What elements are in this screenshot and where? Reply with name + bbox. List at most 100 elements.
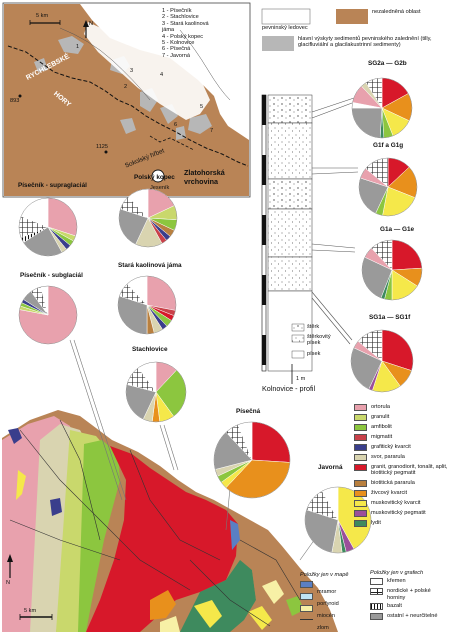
inset-list-item: 2 - Stachlovice	[162, 14, 199, 21]
sediment-patch	[34, 58, 48, 72]
pie-title-g1f: G1f a G1g	[373, 142, 404, 149]
legend-ice-swatch	[261, 8, 311, 25]
profile-legend-sterkovity: štěrkovitý	[307, 334, 331, 340]
legend-swatch	[354, 490, 367, 498]
legend-swatch	[300, 593, 313, 601]
legend-item-granulit: granulit	[354, 414, 448, 421]
pie-g1a	[361, 239, 423, 301]
inset-list-item: jáma	[162, 27, 175, 34]
pie-p_supra	[18, 197, 78, 257]
pie-slice-ostatni	[351, 107, 383, 139]
legend-swatch	[370, 603, 383, 611]
legend-label: zlom	[317, 625, 329, 632]
legend-label: granulit	[371, 414, 390, 420]
legend-item-muskoviticky_kvarcit: muskovitický kvarcit	[354, 500, 448, 508]
inset-number-3: 3	[130, 68, 134, 74]
inset-scale-label: 5 km	[36, 13, 49, 19]
legend-swatch	[370, 588, 383, 596]
legend-label: ortorula	[371, 404, 390, 410]
map-legend-item-miocen: miocén	[300, 604, 368, 619]
pie-title-sg2: SG2a — G2b	[368, 60, 407, 67]
legend-swatch	[300, 605, 313, 613]
profile-title: Kolnovice - profil	[262, 384, 316, 393]
sediment-patch	[120, 118, 136, 134]
legend-swatch	[300, 619, 313, 621]
inset-list-item: 3 - Stará kaolinová	[162, 20, 209, 27]
profile-legend-pisek1: písek	[307, 340, 321, 346]
inset-list-item: 6 - Písečná	[162, 46, 191, 53]
map-only-title: Položky jen v mapě	[300, 572, 349, 578]
map-north-label: N	[6, 580, 11, 586]
legend-label: biotitická pararula	[371, 480, 415, 487]
legend-unglaciated-label: nezaledněná oblast	[372, 9, 421, 15]
graph-legend-item: křemen	[370, 578, 450, 586]
legend-item-lydit: lydit	[354, 520, 448, 528]
legend-sediment-swatch	[262, 36, 294, 51]
legend-swatch	[354, 424, 367, 431]
pie-title-p-sub: Písečník - subglaciál	[20, 272, 83, 279]
legend-item-biotiticka_pararula: biotitická pararula	[354, 480, 448, 488]
pie-title-javorna: Javorná	[318, 464, 343, 471]
inset-zlatohorska: Zlatohorská vrchovina	[184, 168, 225, 186]
map-scale-label: 5 km	[24, 608, 37, 614]
inset-jesenik: Jeseník	[150, 185, 170, 191]
inset-north-label: N	[89, 21, 94, 27]
graph-legend-item: nordické + polské horniny	[370, 588, 450, 601]
pie-polsky	[118, 188, 178, 248]
profile-legend-sterk: štěrk	[307, 324, 320, 330]
legend-label: nordické + polské horniny	[387, 588, 431, 601]
pie-title-kaolin: Stará kaolinová jáma	[118, 262, 182, 269]
legend-swatch	[354, 404, 367, 411]
legend-swatch	[354, 454, 367, 461]
map-legend-item-porfyroid: porfyroid	[300, 592, 368, 607]
sediment-patch	[58, 36, 84, 54]
legend-swatch	[354, 414, 367, 421]
inset-map	[2, 2, 251, 198]
legend-item-granit: granit, granodiorit, tonalit, aplit, bio…	[354, 464, 448, 477]
legend-swatch	[354, 500, 367, 508]
legend-label: migmatit	[371, 434, 393, 440]
legend-label: bazalt	[387, 603, 402, 610]
pie-javorna	[304, 486, 372, 554]
pie-slice-ortorula	[146, 275, 177, 311]
graph-legend-item: ostatní + neurčitelné	[370, 613, 450, 621]
legend-swatch	[354, 464, 367, 471]
map-legend-item-zlom: zlom	[300, 616, 368, 631]
legend-label: lydit	[371, 520, 381, 527]
pie-p_sub	[18, 285, 78, 345]
legend-unglaciated-swatch	[336, 9, 368, 24]
legend-sediment-label: hlavní výskyty sedimentů pevninského zal…	[298, 36, 432, 49]
legend-label: miocén	[317, 613, 336, 620]
inset-peak2: 893	[10, 98, 20, 104]
graph-legend-item: bazalt	[370, 603, 450, 611]
graph-only-title: Položky jen v grafech	[370, 570, 424, 576]
legend-swatch	[370, 578, 383, 586]
inset-number-7: 7	[210, 128, 214, 134]
inset-numbered-list: 1 - Písečník 2 - Stachlovice 3 - Stará k…	[162, 8, 209, 59]
pie-sg1	[350, 329, 414, 393]
legend-label: amfibolit	[371, 424, 392, 430]
pie-title-sg1: SG1a — SG1f	[369, 314, 411, 321]
legend-label: živcový kvarcit	[371, 490, 408, 497]
legend-swatch	[354, 434, 367, 441]
kolnovice-profile	[261, 94, 361, 384]
rock-legend: ortorula granulit amfibolit migmatit grafiti…	[354, 404, 448, 530]
pie-title-g1a: G1a — G1e	[380, 226, 415, 233]
sediment-patch	[188, 114, 212, 134]
legend-label: ostatní + neurčitelné	[387, 613, 438, 620]
inset-list-item: 4 - Polský kopec	[162, 33, 204, 40]
inset-peak: 1125	[96, 144, 109, 150]
legend-label: muskovitický pegmatit	[371, 510, 426, 517]
inset-number-2: 2	[124, 84, 128, 90]
legend-item-svor_pararula: svor, pararula	[354, 454, 448, 461]
inset-number-4: 4	[160, 72, 164, 78]
legend-label: muskovitický kvarcit	[371, 500, 421, 507]
pie-kaolin	[117, 275, 177, 335]
legend-label: grafitický kvarcit	[371, 444, 411, 450]
legend-label: granit, granodiorit, tonalit, aplit, bio…	[371, 464, 448, 477]
pie-stach	[125, 361, 187, 423]
legend-item-graficky_kvarcit: grafitický kvarcit	[354, 444, 448, 451]
legend-label: křemen	[387, 578, 406, 585]
legend-item-zivcovy_kvarcit: živcový kvarcit	[354, 490, 448, 498]
